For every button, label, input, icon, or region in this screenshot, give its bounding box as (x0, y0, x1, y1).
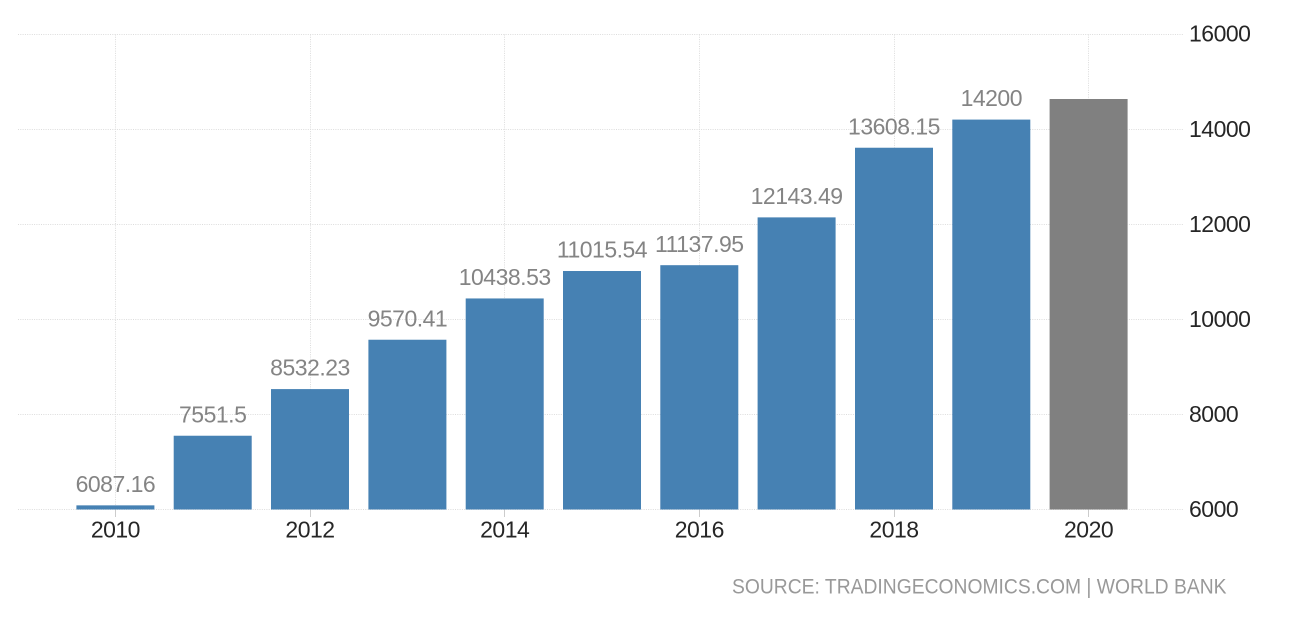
svg-text:14000: 14000 (1189, 116, 1250, 142)
svg-text:8532.23: 8532.23 (270, 355, 350, 381)
svg-text:2020: 2020 (1064, 517, 1113, 543)
svg-text:6000: 6000 (1189, 496, 1238, 522)
svg-text:16000: 16000 (1189, 21, 1250, 47)
svg-text:2018: 2018 (869, 517, 918, 543)
svg-text:9570.41: 9570.41 (368, 305, 448, 331)
svg-text:2010: 2010 (91, 517, 140, 543)
svg-text:7551.5: 7551.5 (179, 401, 246, 427)
svg-text:11015.54: 11015.54 (557, 237, 648, 263)
svg-text:2012: 2012 (285, 517, 334, 543)
svg-text:2016: 2016 (675, 517, 724, 543)
svg-text:11137.95: 11137.95 (655, 231, 744, 257)
svg-text:6087.16: 6087.16 (76, 471, 156, 497)
svg-text:10000: 10000 (1189, 306, 1250, 332)
svg-text:12143.49: 12143.49 (751, 183, 843, 209)
svg-text:SOURCE: TRADINGECONOMICS.COM |: SOURCE: TRADINGECONOMICS.COM | WORLD BAN… (732, 576, 1227, 599)
svg-text:14200: 14200 (961, 85, 1022, 111)
svg-text:10438.53: 10438.53 (459, 264, 551, 290)
svg-text:2014: 2014 (480, 517, 530, 543)
svg-text:12000: 12000 (1189, 211, 1250, 237)
svg-text:13608.15: 13608.15 (848, 113, 940, 139)
svg-text:8000: 8000 (1189, 401, 1238, 427)
